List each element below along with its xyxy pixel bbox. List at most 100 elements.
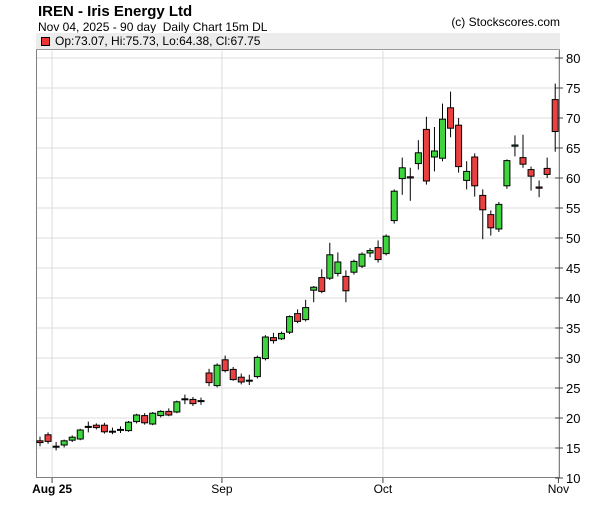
candle-body bbox=[414, 152, 422, 165]
candle-body bbox=[406, 176, 414, 179]
candle-up bbox=[117, 426, 124, 433]
candle-up bbox=[326, 242, 334, 280]
y-axis-label: 65 bbox=[566, 141, 580, 156]
candle-down bbox=[487, 210, 495, 236]
candle-body bbox=[527, 169, 535, 177]
candle-up bbox=[84, 421, 92, 433]
candle-body bbox=[141, 415, 149, 424]
candle-body bbox=[294, 313, 302, 322]
candle-body bbox=[382, 235, 390, 255]
y-axis-label: 45 bbox=[566, 261, 580, 276]
candle-up bbox=[495, 202, 503, 232]
legend-ohlc-text: Op:73.07, Hi:75.73, Lo:64.38, Cl:67.75 bbox=[55, 34, 261, 48]
candle-body bbox=[197, 400, 205, 403]
candle-body bbox=[430, 150, 438, 158]
candle-up bbox=[125, 421, 133, 432]
candle-up bbox=[358, 252, 366, 268]
candle-body bbox=[44, 434, 52, 442]
candle-body bbox=[60, 440, 68, 446]
candle-up bbox=[511, 135, 519, 157]
candle-down bbox=[36, 436, 44, 447]
candle-down bbox=[455, 118, 463, 173]
candle-body bbox=[100, 424, 108, 433]
candle-swatch-icon bbox=[41, 36, 50, 46]
candle-down bbox=[269, 332, 277, 344]
candle-down bbox=[406, 167, 414, 201]
candle-body bbox=[358, 253, 366, 267]
candle-up bbox=[382, 234, 390, 256]
candle-up bbox=[278, 331, 285, 340]
candle-body bbox=[36, 440, 44, 444]
candle-body bbox=[165, 410, 173, 416]
candle-up bbox=[398, 157, 406, 195]
candle-up bbox=[245, 374, 253, 385]
candle-body bbox=[422, 128, 430, 182]
candle-down bbox=[527, 166, 535, 191]
candle-body bbox=[237, 376, 245, 383]
candle-up bbox=[60, 439, 68, 448]
candle-up bbox=[334, 252, 342, 277]
candle-body bbox=[68, 436, 76, 441]
legend-band: Op:73.07, Hi:75.73, Lo:64.38, Cl:67.75 bbox=[36, 33, 560, 50]
candle-up bbox=[430, 127, 438, 172]
candle-down bbox=[422, 116, 430, 185]
candle-body bbox=[221, 359, 229, 372]
candle-body bbox=[205, 372, 213, 384]
candle-down bbox=[52, 442, 60, 451]
candle-body bbox=[76, 429, 84, 440]
chart-plot-frame bbox=[36, 33, 560, 478]
candle-body bbox=[535, 186, 543, 189]
candle-body bbox=[326, 254, 334, 279]
page-title: IREN - Iris Energy Ltd bbox=[38, 3, 193, 20]
candle-up bbox=[149, 412, 157, 426]
candle-down bbox=[189, 397, 197, 406]
candle-body bbox=[253, 356, 261, 378]
candle-body bbox=[52, 445, 60, 448]
candle-body bbox=[471, 156, 479, 187]
candle-down bbox=[100, 422, 108, 434]
candle-body bbox=[84, 425, 92, 428]
candle-body bbox=[487, 214, 495, 229]
y-axis-label: 55 bbox=[566, 201, 580, 216]
candle-down bbox=[471, 153, 479, 197]
candle-down bbox=[221, 355, 229, 373]
candle-body bbox=[133, 414, 141, 423]
candle-down bbox=[229, 367, 237, 381]
candle-body bbox=[261, 336, 269, 360]
candle-body bbox=[278, 332, 285, 340]
candle-body bbox=[366, 250, 374, 254]
candle-down bbox=[294, 309, 302, 324]
candle-body bbox=[390, 190, 398, 222]
candle-body bbox=[479, 194, 487, 211]
candle-up bbox=[76, 428, 84, 441]
candle-down bbox=[447, 91, 455, 138]
candle-body bbox=[125, 421, 133, 432]
candle-down bbox=[92, 423, 100, 430]
candle-body bbox=[157, 410, 165, 417]
candle-up bbox=[261, 335, 269, 361]
candle-body bbox=[181, 398, 189, 401]
candle-down bbox=[141, 413, 149, 425]
candle-down bbox=[519, 134, 527, 168]
candle-up bbox=[310, 286, 318, 303]
candle-up bbox=[133, 413, 141, 424]
y-axis-label: 70 bbox=[566, 111, 580, 126]
candle-body bbox=[374, 247, 382, 261]
candle-down bbox=[374, 240, 382, 263]
candle-body bbox=[350, 260, 358, 273]
candle-down bbox=[318, 269, 326, 294]
y-axis-label: 80 bbox=[566, 51, 580, 66]
y-axis-label: 40 bbox=[566, 291, 580, 306]
candle-body bbox=[495, 203, 503, 230]
candle-body bbox=[455, 124, 463, 168]
y-axis-label: 50 bbox=[566, 231, 580, 246]
candle-up bbox=[173, 400, 181, 414]
candle-up bbox=[181, 394, 189, 405]
candle-body bbox=[302, 307, 310, 321]
candle-body bbox=[342, 275, 350, 292]
candle-up bbox=[350, 259, 358, 275]
x-axis-label: Nov bbox=[548, 482, 569, 496]
candle-body bbox=[310, 286, 318, 291]
candle-down bbox=[205, 368, 213, 387]
